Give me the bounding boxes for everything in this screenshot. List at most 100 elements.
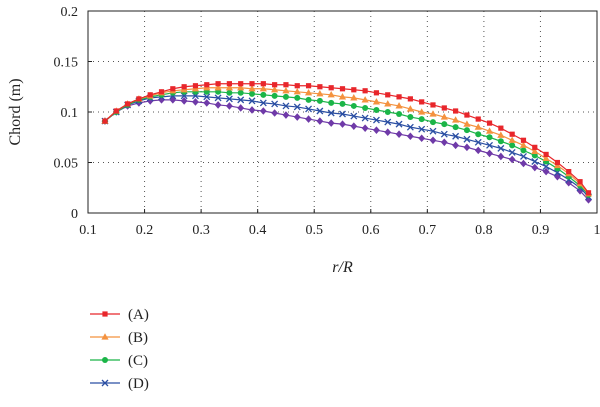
series-layer xyxy=(101,81,593,204)
data-point xyxy=(407,96,413,102)
data-point xyxy=(396,94,402,100)
data-point xyxy=(485,127,494,134)
x-tick-label: 0.5 xyxy=(305,223,323,238)
data-point xyxy=(136,96,142,102)
data-point xyxy=(474,138,482,146)
data-point xyxy=(497,144,505,152)
y-tick-label: 0.1 xyxy=(61,106,79,121)
data-point xyxy=(282,102,290,110)
x-tick-label: 0.2 xyxy=(136,223,154,238)
data-point xyxy=(474,146,482,155)
data-point xyxy=(430,102,436,108)
data-point xyxy=(350,94,358,101)
data-point xyxy=(406,132,414,141)
data-point xyxy=(350,112,358,120)
legend: (A) (B) (C) (D) xyxy=(90,307,149,392)
data-point xyxy=(203,93,211,101)
data-point xyxy=(294,94,301,101)
data-point xyxy=(384,100,392,107)
data-point xyxy=(520,159,527,168)
data-point xyxy=(486,120,493,126)
data-point xyxy=(520,147,527,154)
legend-item: (D) xyxy=(90,376,149,392)
data-point xyxy=(453,108,459,114)
data-point xyxy=(429,119,436,126)
data-point xyxy=(225,102,233,110)
data-point xyxy=(260,81,266,87)
data-point xyxy=(339,120,346,128)
y-tick-label: 0.05 xyxy=(54,157,79,172)
x-tick-label: 0.4 xyxy=(249,223,267,238)
data-point xyxy=(305,96,312,103)
data-point xyxy=(406,123,414,131)
data-point xyxy=(384,118,392,126)
data-point xyxy=(238,81,244,87)
data-point xyxy=(543,151,549,158)
data-point xyxy=(441,105,447,111)
data-point xyxy=(248,84,256,92)
data-point xyxy=(497,138,504,145)
data-point xyxy=(327,91,335,98)
data-point xyxy=(282,93,289,100)
data-point xyxy=(463,127,470,134)
x-tick-label: 0.8 xyxy=(475,223,493,238)
data-point xyxy=(272,82,278,88)
data-point xyxy=(554,159,561,166)
data-point xyxy=(113,108,119,114)
data-point xyxy=(385,92,391,98)
y-tick-label: 0.2 xyxy=(61,5,79,20)
data-point xyxy=(361,124,369,132)
data-point xyxy=(566,168,572,175)
data-point xyxy=(102,118,108,124)
data-point xyxy=(282,111,290,119)
data-point xyxy=(214,94,222,102)
legend-item: (A) xyxy=(90,307,149,323)
y-axis-label: Chord (m) xyxy=(7,78,24,145)
data-point xyxy=(204,82,210,88)
data-point xyxy=(509,131,515,137)
data-point xyxy=(316,97,323,104)
data-point xyxy=(260,91,267,98)
data-point xyxy=(237,83,245,91)
data-point xyxy=(429,136,437,145)
data-point xyxy=(293,88,301,95)
data-point xyxy=(339,110,346,118)
data-point xyxy=(429,110,437,117)
legend-label: (A) xyxy=(128,307,149,323)
data-point xyxy=(498,125,504,131)
data-point xyxy=(327,109,335,117)
data-point xyxy=(248,97,256,105)
data-point xyxy=(519,141,528,148)
data-point xyxy=(271,85,279,93)
data-point xyxy=(395,120,403,128)
data-point xyxy=(532,144,538,150)
data-point xyxy=(475,116,481,122)
data-point xyxy=(452,124,459,131)
legend-label: (D) xyxy=(128,376,149,392)
data-point xyxy=(464,112,470,118)
data-point xyxy=(531,163,539,172)
data-point xyxy=(214,83,222,91)
series-1 xyxy=(102,81,592,196)
data-point xyxy=(158,89,165,95)
data-point xyxy=(373,106,380,113)
data-point xyxy=(362,104,369,111)
data-point xyxy=(328,99,335,106)
data-point xyxy=(294,83,300,89)
data-point xyxy=(440,138,448,147)
data-point xyxy=(328,85,334,91)
data-point xyxy=(293,103,301,111)
plot-frame xyxy=(87,10,598,214)
data-point xyxy=(508,148,516,156)
x-tick-label: 0.7 xyxy=(419,223,437,238)
data-point xyxy=(192,83,199,89)
data-point xyxy=(531,158,539,165)
data-point xyxy=(226,81,232,87)
data-point xyxy=(395,130,403,139)
data-point xyxy=(542,154,550,162)
data-point xyxy=(283,82,289,88)
data-point xyxy=(249,90,256,97)
x-tick-label: 0.1 xyxy=(79,223,97,238)
data-point xyxy=(327,119,335,127)
